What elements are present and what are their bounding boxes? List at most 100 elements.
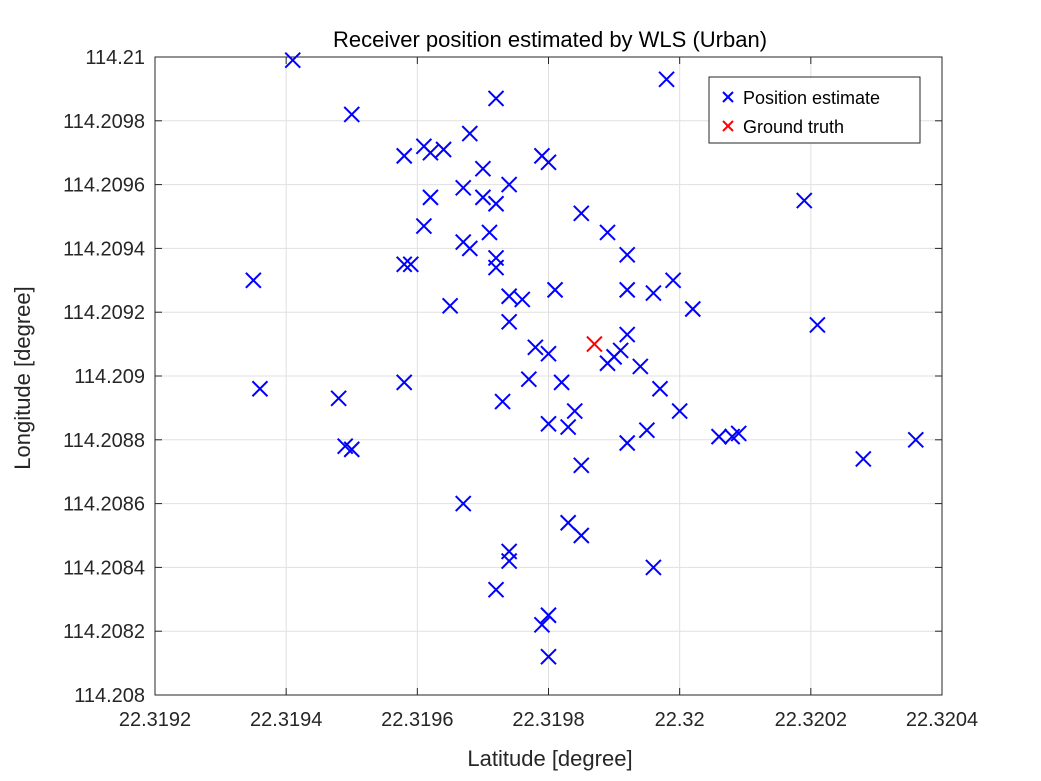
y-tick-label: 114.2096 — [63, 175, 145, 197]
position-estimate-marker — [618, 434, 636, 452]
position-estimate-marker — [461, 125, 479, 142]
y-tick-label: 114.2082 — [63, 621, 145, 643]
position-estimate-marker — [455, 179, 472, 196]
position-estimate-marker — [245, 272, 262, 289]
position-estimate-marker — [441, 297, 459, 315]
position-estimate-marker — [645, 559, 662, 576]
y-tick-label: 114.209 — [74, 366, 145, 388]
legend-marker-ground-truth — [722, 120, 734, 132]
position-estimate-marker — [618, 281, 636, 299]
position-estimate-marker — [573, 527, 590, 544]
position-estimate-marker — [520, 370, 538, 388]
y-tick-label: 114.2084 — [63, 557, 145, 579]
position-estimate-marker — [599, 224, 616, 241]
position-estimate-marker — [343, 441, 360, 458]
x-axis-title: Latitude [degree] — [467, 746, 632, 771]
position-estimate-marker — [645, 284, 662, 302]
legend-marker-position-estimate — [722, 91, 734, 103]
x-tick-label: 22.3204 — [906, 709, 978, 731]
position-estimate-marker — [481, 224, 498, 241]
position-estimate-marker — [553, 374, 570, 391]
position-estimate-marker — [573, 457, 590, 474]
position-estimate-marker — [396, 147, 413, 165]
x-tick-label: 22.3196 — [381, 709, 453, 731]
y-tick-label: 114.21 — [85, 47, 145, 69]
position-estimate-marker — [671, 402, 688, 420]
y-tick-label: 114.208 — [74, 685, 145, 707]
ground-truth-marker — [586, 335, 603, 353]
position-estimate-marker — [664, 272, 682, 289]
position-estimate-marker — [396, 256, 413, 273]
position-estimate-marker — [559, 514, 577, 531]
legend: Position estimate Ground truth — [708, 76, 921, 144]
position-estimate-marker — [540, 607, 557, 624]
position-estimate-marker — [500, 176, 518, 193]
position-estimate-marker — [540, 415, 557, 433]
position-estimate-marker — [907, 431, 924, 449]
position-estimate-marker — [540, 154, 557, 171]
x-tick-label: 22.3192 — [119, 709, 191, 731]
position-estimate-marker — [396, 374, 413, 391]
y-tick-label: 114.2086 — [63, 494, 145, 516]
data-points — [245, 51, 924, 665]
position-estimate-marker — [540, 345, 557, 362]
position-estimate-marker — [487, 195, 505, 212]
position-estimate-marker — [422, 144, 439, 161]
position-estimate-marker — [330, 390, 347, 407]
position-estimate-marker — [500, 288, 518, 305]
position-estimate-marker — [500, 313, 518, 330]
position-estimate-marker — [487, 259, 505, 276]
position-estimate-marker — [566, 402, 583, 420]
position-estimate-marker — [618, 246, 636, 263]
x-axis-ticks: 22.3192 22.3194 22.3196 22.3198 22.32 22.3202… — [119, 57, 978, 731]
position-estimate-marker — [402, 256, 419, 273]
position-estimate-marker — [651, 380, 669, 397]
position-estimate-marker — [796, 192, 813, 209]
y-tick-label: 114.2094 — [63, 238, 145, 260]
position-estimate-marker — [855, 450, 872, 468]
position-estimate-marker — [730, 425, 747, 442]
position-estimate-marker — [487, 90, 505, 107]
position-estimate-marker — [461, 240, 479, 257]
position-estimate-marker — [533, 616, 551, 634]
position-estimate-marker — [500, 552, 518, 570]
position-estimate-marker — [573, 205, 590, 222]
position-estimate-marker — [599, 355, 616, 372]
position-estimate-marker — [494, 393, 511, 410]
position-estimate-marker — [684, 300, 701, 318]
position-estimate-marker — [618, 326, 636, 343]
y-axis-title: Longitude [degree] — [10, 286, 35, 470]
chart-title: Receiver position estimated by WLS (Urba… — [333, 27, 767, 52]
position-estimate-marker — [632, 358, 649, 375]
position-estimate-marker — [809, 316, 826, 334]
y-tick-label: 114.2092 — [63, 302, 145, 324]
legend-box — [708, 76, 921, 144]
x-tick-label: 22.32 — [655, 709, 705, 731]
x-tick-label: 22.3202 — [775, 709, 847, 731]
y-tick-label: 114.2098 — [63, 111, 145, 133]
position-estimate-marker — [527, 339, 544, 356]
position-estimate-marker — [487, 581, 505, 598]
position-estimate-marker — [422, 189, 439, 206]
position-estimate-marker — [710, 428, 728, 445]
position-estimate-marker — [455, 495, 472, 512]
y-tick-label: 114.2088 — [63, 430, 145, 452]
legend-label-ground-truth: Ground truth — [743, 117, 844, 137]
position-estimate-marker — [474, 189, 492, 206]
position-estimate-marker — [415, 217, 433, 235]
position-estimate-marker — [638, 422, 656, 439]
position-estimate-marker — [474, 160, 492, 177]
position-estimate-marker — [514, 291, 531, 308]
position-estimate-marker — [284, 51, 301, 69]
position-estimate-marker — [540, 648, 557, 665]
position-estimate-marker — [658, 71, 675, 88]
x-tick-label: 22.3194 — [250, 709, 322, 731]
position-estimate-marker — [435, 141, 452, 158]
position-estimate-marker — [559, 418, 577, 436]
position-estimate-marker — [251, 380, 269, 397]
legend-label-position-estimate: Position estimate — [743, 88, 880, 108]
x-tick-label: 22.3198 — [512, 709, 584, 731]
position-estimate-marker — [546, 281, 564, 299]
position-estimate-marker — [343, 106, 360, 123]
